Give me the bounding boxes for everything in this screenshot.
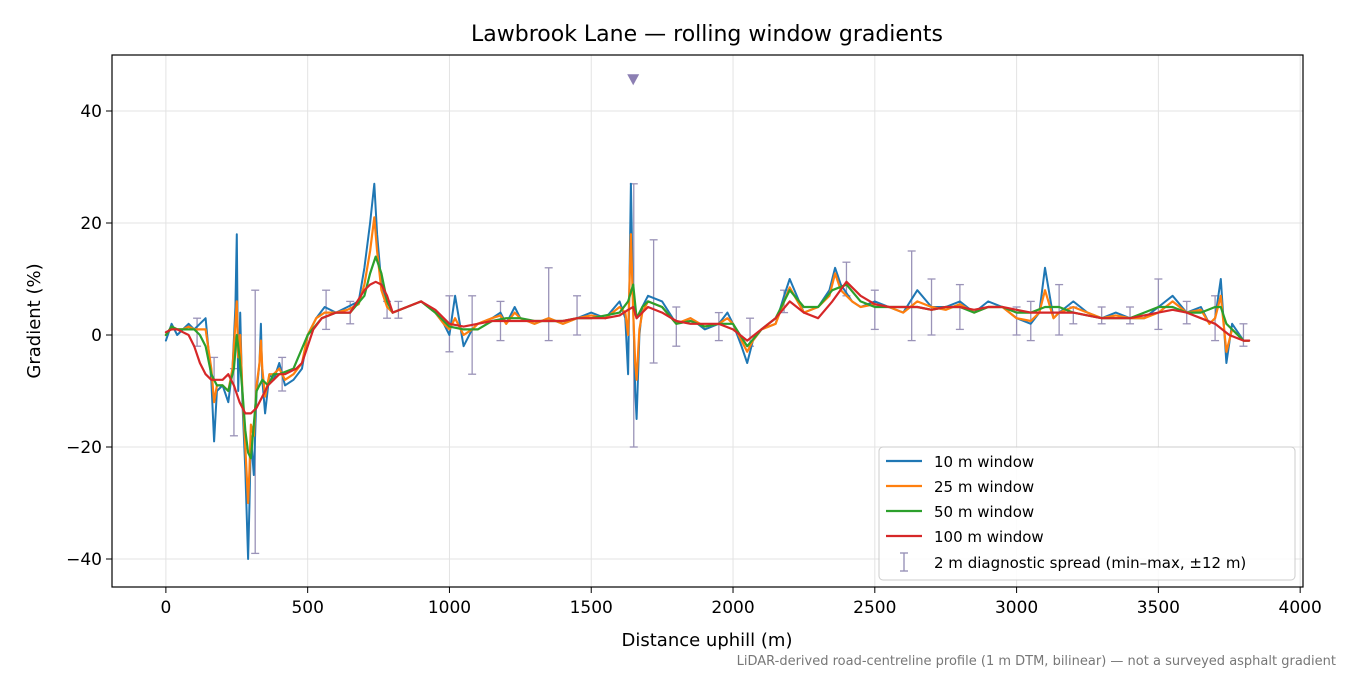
- x-tick-label: 500: [291, 598, 323, 618]
- y-tick-label: 40: [80, 102, 102, 122]
- spread-bar: [907, 250, 916, 342]
- footnote: LiDAR-derived road-centreline profile (1…: [737, 654, 1336, 669]
- x-tick-label: 0: [160, 598, 171, 618]
- y-tick-label: −20: [66, 438, 102, 458]
- spread-bar: [672, 306, 681, 347]
- x-tick-label: 1500: [570, 598, 613, 618]
- y-axis-ticks: −40 −20 0 20 40: [66, 102, 112, 570]
- y-tick-label: 0: [91, 326, 102, 346]
- x-tick-label: 3500: [1137, 598, 1180, 618]
- x-tick-label: 3000: [995, 598, 1038, 618]
- legend-label-spread: 2 m diagnostic spread (min–max, ±12 m): [934, 554, 1246, 572]
- spread-bar: [1097, 306, 1106, 325]
- legend-box: [878, 446, 1296, 581]
- peak-marker: [627, 74, 640, 86]
- triangle-down-marker: [627, 74, 640, 86]
- spread-bar: [714, 311, 723, 342]
- spread-bar: [544, 267, 553, 342]
- legend-label-10m: 10 m window: [934, 453, 1034, 471]
- spread-bar: [322, 289, 331, 331]
- series-25m-line: [164, 216, 1251, 505]
- y-axis-label: Gradient (%): [24, 263, 45, 378]
- x-tick-label: 4000: [1279, 598, 1322, 618]
- series-lines: [164, 182, 1251, 560]
- legend-label-50m: 50 m window: [934, 503, 1034, 521]
- spread-bar: [1055, 283, 1064, 336]
- legend-swatch-spread: [900, 552, 908, 572]
- legend: 10 m window 25 m window 50 m window 100 …: [878, 446, 1296, 581]
- spread-bar: [573, 295, 582, 336]
- plot-frame: [111, 54, 1304, 588]
- legend-label-100m: 100 m window: [934, 528, 1044, 546]
- x-axis-ticks: 0 500 1000 1500 2000 2500 3000 3500 4000: [160, 587, 1322, 618]
- spread-bar: [468, 295, 477, 375]
- x-tick-label: 2000: [711, 598, 754, 618]
- x-tick-label: 2500: [853, 598, 896, 618]
- spread-bar: [1239, 323, 1248, 347]
- spread-bar: [870, 289, 879, 331]
- series-100m-line: [164, 280, 1251, 415]
- x-axis-label: Distance uphill (m): [622, 630, 793, 651]
- legend-label-25m: 25 m window: [934, 478, 1034, 496]
- chart-title: Lawbrook Lane — rolling window gradients: [471, 22, 943, 47]
- y-tick-label: −40: [66, 550, 102, 570]
- spread-bar: [649, 239, 658, 364]
- series-50m-line: [164, 255, 1251, 460]
- spread-bar: [1126, 306, 1135, 325]
- x-tick-label: 1000: [428, 598, 471, 618]
- spread-bar: [1154, 278, 1163, 331]
- y-tick-label: 20: [80, 214, 102, 234]
